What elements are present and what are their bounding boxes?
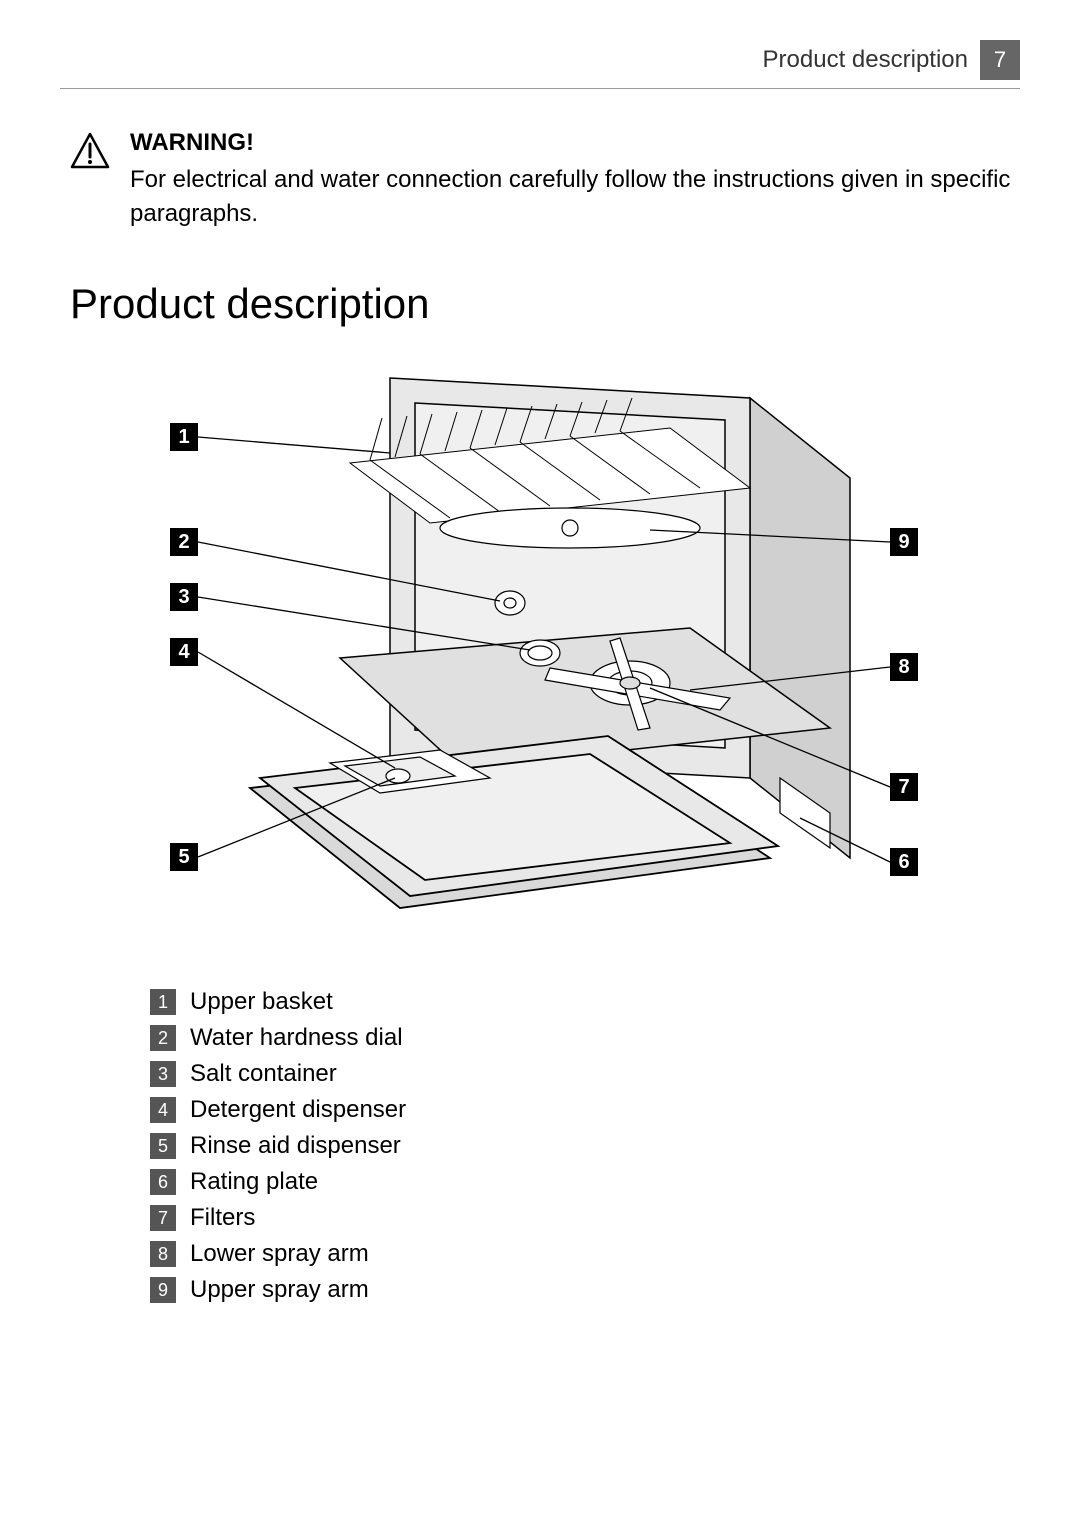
legend-label: Detergent dispenser (190, 1096, 406, 1124)
legend-number: 5 (150, 1133, 176, 1159)
legend-item-9: 9 Upper spray arm (150, 1276, 1020, 1304)
warning-text: For electrical and water connection care… (130, 163, 1020, 230)
legend-item-5: 5 Rinse aid dispenser (150, 1132, 1020, 1160)
legend-item-4: 4 Detergent dispenser (150, 1096, 1020, 1124)
legend-number: 4 (150, 1097, 176, 1123)
warning-icon (70, 131, 110, 171)
legend-item-3: 3 Salt container (150, 1060, 1020, 1088)
legend-item-6: 6 Rating plate (150, 1168, 1020, 1196)
legend-number: 2 (150, 1025, 176, 1051)
legend-number: 6 (150, 1169, 176, 1195)
legend-item-2: 2 Water hardness dial (150, 1024, 1020, 1052)
legend-number: 7 (150, 1205, 176, 1231)
page-header: Product description 7 (60, 40, 1020, 89)
callout-1: 1 (170, 423, 198, 451)
legend-label: Filters (190, 1204, 255, 1232)
legend-label: Upper spray arm (190, 1276, 369, 1304)
callout-8: 8 (890, 653, 918, 681)
callout-4: 4 (170, 638, 198, 666)
callout-5: 5 (170, 843, 198, 871)
warning-title: WARNING! (130, 129, 1020, 157)
callout-6: 6 (890, 848, 918, 876)
legend-number: 8 (150, 1241, 176, 1267)
callout-2: 2 (170, 528, 198, 556)
legend-number: 3 (150, 1061, 176, 1087)
legend-number: 9 (150, 1277, 176, 1303)
page-number: 7 (980, 40, 1020, 80)
callout-3: 3 (170, 583, 198, 611)
dishwasher-diagram: 1 2 3 4 5 9 8 7 6 (130, 358, 950, 958)
legend-item-8: 8 Lower spray arm (150, 1240, 1020, 1268)
legend-label: Rating plate (190, 1168, 318, 1196)
legend-label: Salt container (190, 1060, 337, 1088)
callout-9: 9 (890, 528, 918, 556)
warning-block: WARNING! For electrical and water connec… (70, 129, 1020, 230)
header-title: Product description (763, 46, 968, 74)
legend-item-1: 1 Upper basket (150, 988, 1020, 1016)
legend-label: Rinse aid dispenser (190, 1132, 401, 1160)
legend-label: Lower spray arm (190, 1240, 369, 1268)
legend-label: Water hardness dial (190, 1024, 403, 1052)
legend-number: 1 (150, 989, 176, 1015)
legend-label: Upper basket (190, 988, 333, 1016)
legend: 1 Upper basket 2 Water hardness dial 3 Salt c… (150, 988, 1020, 1304)
section-title: Product description (70, 280, 1020, 328)
legend-item-7: 7 Filters (150, 1204, 1020, 1232)
diagram-svg (130, 358, 950, 958)
callout-7: 7 (890, 773, 918, 801)
